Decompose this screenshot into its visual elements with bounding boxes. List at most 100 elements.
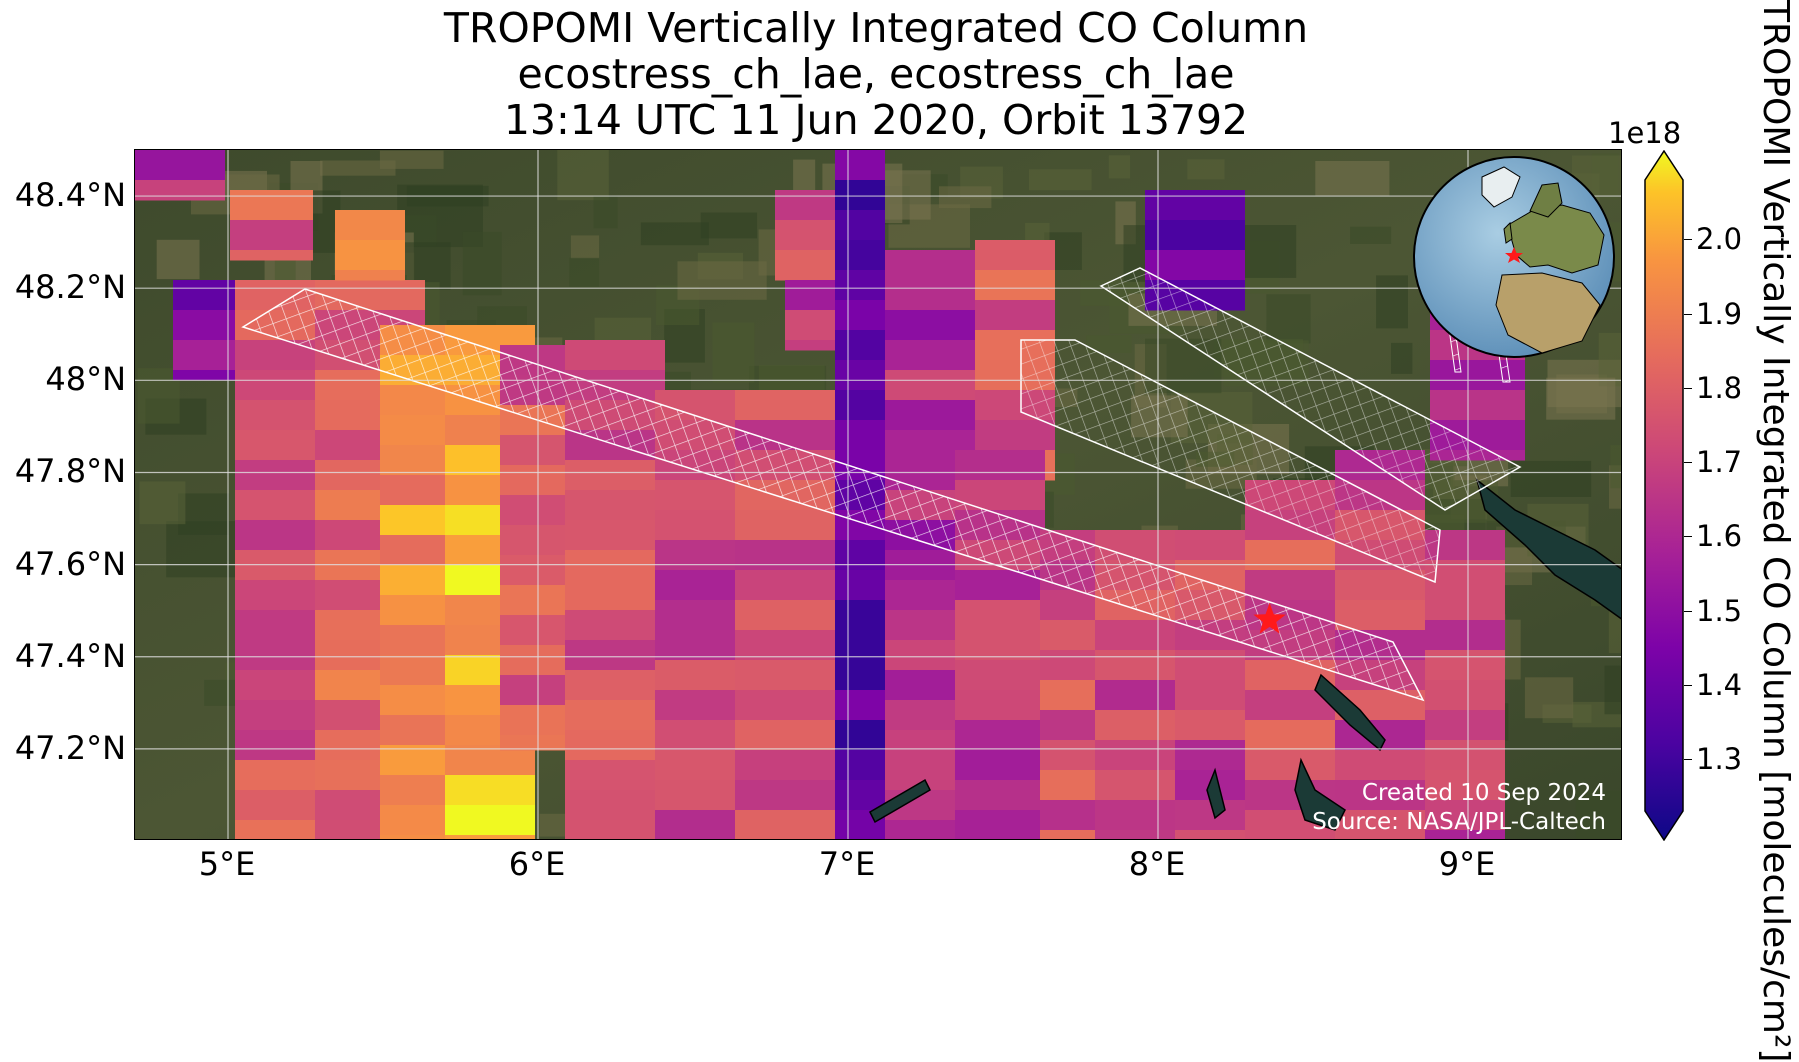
co-pixel bbox=[380, 595, 455, 626]
co-pixel bbox=[955, 750, 1045, 781]
colorbar-tick-label: 1.6 bbox=[1696, 519, 1743, 554]
co-pixel bbox=[1425, 590, 1505, 621]
credit-source: Source: NASA/JPL-Caltech bbox=[1312, 809, 1606, 835]
co-pixel bbox=[735, 720, 835, 751]
co-pixel bbox=[1145, 220, 1245, 251]
lat-tick-label: 47.8°N bbox=[14, 452, 126, 491]
co-pixel bbox=[565, 730, 665, 761]
co-pixel bbox=[735, 540, 835, 571]
co-pixel bbox=[735, 630, 835, 661]
co-pixel bbox=[1040, 830, 1135, 839]
globe-greenland bbox=[1481, 166, 1521, 208]
co-pixel bbox=[335, 210, 405, 241]
co-pixel bbox=[565, 700, 665, 731]
co-pixel bbox=[1425, 650, 1505, 681]
lon-tick-label: 9°E bbox=[1438, 845, 1496, 883]
target-star-icon bbox=[1253, 602, 1286, 634]
lon-tick-label: 7°E bbox=[818, 845, 876, 883]
colorbar-tick-label: 2.0 bbox=[1696, 222, 1743, 257]
co-pixel bbox=[1425, 830, 1505, 839]
co-pixel bbox=[885, 280, 975, 311]
co-pixel bbox=[835, 600, 885, 631]
co-pixel bbox=[885, 370, 975, 401]
lon-tick-label: 5°E bbox=[198, 845, 256, 883]
co-pixel bbox=[655, 540, 745, 571]
map-canvas bbox=[135, 150, 1621, 839]
title-line-1: TROPOMI Vertically Integrated CO Column bbox=[443, 4, 1309, 52]
co-pixel bbox=[885, 400, 975, 431]
colorbar-tick-mark bbox=[1684, 313, 1692, 315]
colorbar-label-text: TROPOMI Vertically Integrated CO Column … bbox=[1755, 0, 1796, 1062]
co-pixel bbox=[835, 690, 885, 721]
globe-scandinavia bbox=[1529, 182, 1563, 218]
co-pixel bbox=[1425, 710, 1505, 741]
colorbar bbox=[1644, 150, 1684, 841]
co-pixel bbox=[835, 720, 885, 751]
lake-zurich bbox=[1314, 673, 1386, 752]
lakes bbox=[869, 478, 1621, 831]
lat-tick-label: 47.2°N bbox=[14, 728, 126, 767]
map-panel[interactable] bbox=[134, 149, 1622, 840]
lake-lucerne bbox=[1294, 757, 1346, 831]
co-pixel bbox=[955, 810, 1045, 839]
title-line-3: 13:14 UTC 11 Jun 2020, Orbit 13792 bbox=[503, 96, 1249, 144]
co-pixel bbox=[380, 835, 455, 839]
globe-uk bbox=[1503, 221, 1513, 244]
co-pixel bbox=[1335, 600, 1425, 631]
lake-zug bbox=[1206, 767, 1226, 820]
co-pixel bbox=[565, 340, 665, 371]
co-pixel bbox=[565, 580, 665, 611]
lat-tick-label: 47.6°N bbox=[14, 544, 126, 583]
co-pixel bbox=[1335, 810, 1425, 839]
co-pixel bbox=[655, 510, 745, 541]
target-star-icon bbox=[1253, 602, 1286, 634]
co-pixel bbox=[835, 570, 885, 601]
co-pixel bbox=[835, 360, 885, 391]
colorbar-tick-mark bbox=[1684, 239, 1692, 241]
co-pixel bbox=[835, 780, 885, 811]
co-pixel bbox=[1175, 830, 1275, 839]
co-pixel bbox=[1425, 800, 1505, 831]
co-pixel bbox=[735, 690, 835, 721]
co-pixel bbox=[335, 270, 405, 281]
co-pixel bbox=[1245, 540, 1335, 571]
colorbar-tick-label: 1.9 bbox=[1696, 296, 1743, 331]
co-pixel bbox=[955, 780, 1045, 811]
co-pixel bbox=[565, 760, 665, 791]
co-pixel bbox=[135, 180, 225, 201]
co-pixel bbox=[835, 660, 885, 691]
co-pixel bbox=[380, 805, 455, 836]
co-pixel bbox=[230, 250, 313, 261]
co-pixel bbox=[885, 820, 975, 839]
colorbar-tick-label: 1.5 bbox=[1696, 593, 1743, 628]
co-pixel bbox=[1145, 250, 1245, 281]
co-pixel bbox=[655, 660, 745, 691]
co-pixel bbox=[785, 340, 875, 351]
co-pixel bbox=[380, 745, 455, 776]
colorbar-tick-label: 1.7 bbox=[1696, 445, 1743, 480]
co-pixel bbox=[173, 370, 253, 381]
co-pixel bbox=[835, 330, 885, 361]
globe-africa bbox=[1495, 272, 1601, 354]
co-pixel bbox=[655, 600, 745, 631]
co-pixel bbox=[655, 630, 745, 661]
colorbar-tick-mark bbox=[1684, 536, 1692, 538]
co-pixel bbox=[735, 780, 835, 811]
co-pixel bbox=[445, 775, 535, 806]
co-pixel bbox=[380, 655, 455, 686]
co-pixel bbox=[380, 715, 455, 746]
co-pixel bbox=[565, 790, 665, 821]
globe-marker bbox=[1505, 247, 1523, 263]
co-pixel bbox=[380, 625, 455, 656]
co-pixel bbox=[380, 445, 455, 476]
title-line-2: ecostress_ch_lae, ecostress_ch_lae bbox=[517, 50, 1235, 98]
co-pixel bbox=[1425, 740, 1505, 771]
colorbar-label: TROPOMI Vertically Integrated CO Column … bbox=[1755, 0, 1799, 1062]
co-pixel bbox=[955, 450, 1045, 481]
co-pixel bbox=[565, 820, 665, 839]
co-pixel bbox=[835, 630, 885, 661]
co-pixel bbox=[955, 690, 1045, 721]
co-pixel bbox=[565, 670, 665, 701]
co-pixel bbox=[975, 300, 1055, 331]
co-pixel bbox=[1335, 780, 1425, 811]
